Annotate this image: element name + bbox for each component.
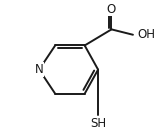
- Text: SH: SH: [90, 117, 106, 130]
- Text: N: N: [35, 63, 43, 76]
- Text: O: O: [107, 3, 116, 16]
- Text: OH: OH: [137, 28, 155, 41]
